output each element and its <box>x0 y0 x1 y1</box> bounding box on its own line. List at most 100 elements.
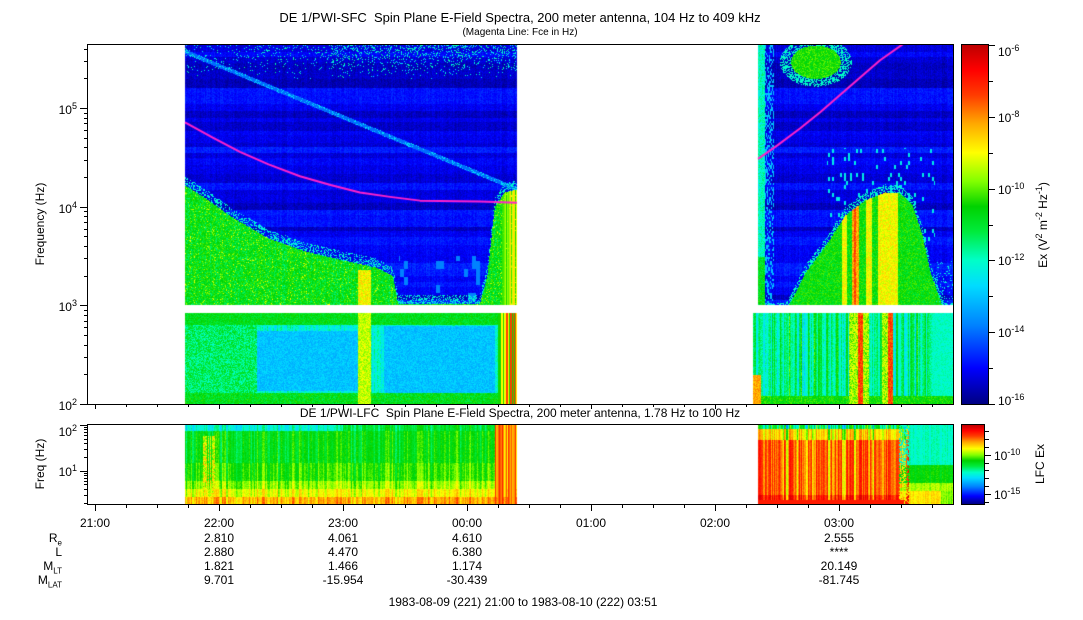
sfc-x-major-tick <box>95 404 96 409</box>
lfc-cb-major-tick <box>985 455 991 456</box>
tick-exponent: 1 <box>71 463 77 473</box>
sfc-x-major-tick <box>839 404 840 409</box>
lfc-y-minor-tick <box>84 443 88 444</box>
ephemeris-value: 6.380 <box>451 545 483 559</box>
lfc-x-minor-tick <box>777 504 778 508</box>
ephemeris-value: 2.810 <box>203 531 235 545</box>
lfc-x-major-tick <box>95 504 96 511</box>
lfc-y-minor-tick <box>84 475 88 476</box>
lfc-y-axis-label: Freq (Hz) <box>33 438 47 490</box>
sfc-y-major-tick <box>80 108 88 109</box>
lfc-y-tick-label: 102 <box>59 423 77 439</box>
ephemeris-row-label: MLT <box>43 559 62 575</box>
tick-exponent: -6 <box>1011 43 1020 53</box>
sfc-x-minor-tick <box>932 404 933 407</box>
lfc-x-minor-tick <box>436 504 437 508</box>
lfc-cb-minor-tick <box>985 502 989 503</box>
tick-base: 10 <box>58 465 72 479</box>
lfc-y-minor-tick <box>84 427 88 428</box>
lfc-title: DE 1/PWI-LFC Spin Plane E-Field Spectra,… <box>299 406 741 420</box>
lfc-x-minor-tick <box>498 504 499 508</box>
lfc-colorbar-label: LFC Ex <box>1033 443 1047 485</box>
lfc-x-minor-tick <box>374 504 375 508</box>
lfc-x-minor-tick <box>932 504 933 508</box>
tick-base: 10 <box>998 183 1012 197</box>
tick-exponent: -15 <box>1007 486 1021 496</box>
sfc-y-minor-tick <box>84 147 88 148</box>
lfc-y-minor-tick <box>84 435 88 436</box>
x-hour-label: 00:00 <box>451 516 483 530</box>
lfc-y-minor-tick <box>84 473 88 474</box>
lfc-x-minor-tick <box>808 504 809 508</box>
ephemeris-row-label: L <box>55 545 62 559</box>
x-hour-label: 02:00 <box>699 516 731 530</box>
tick-exponent: 4 <box>71 200 77 210</box>
sfc-y-minor-tick <box>84 61 88 62</box>
ephemeris-value: 4.061 <box>327 531 359 545</box>
lfc-x-minor-tick <box>870 504 871 508</box>
lfc-cb-minor-tick <box>985 463 989 464</box>
lfc-y-minor-tick <box>84 457 88 458</box>
lfc-cb-tick-label: 10-10 <box>994 447 1020 463</box>
ephemeris-value: 2.880 <box>203 545 235 559</box>
sfc-y-tick-label: 103 <box>59 298 77 314</box>
sfc-x-minor-tick <box>157 404 158 407</box>
tick-exponent: 5 <box>71 101 77 111</box>
sfc-y-minor-tick <box>84 49 88 50</box>
lfc-y-minor-tick <box>84 495 88 496</box>
ephemeris-value: 1.466 <box>327 559 359 573</box>
lfc-x-major-tick <box>715 504 716 511</box>
tick-base: 10 <box>58 103 72 117</box>
sfc-cb-minor-tick <box>989 81 993 82</box>
sfc-cb-major-tick <box>989 332 995 333</box>
x-hour-label: 03:00 <box>823 516 855 530</box>
sfc-y-minor-tick <box>84 357 88 358</box>
lfc-x-major-tick <box>839 504 840 511</box>
lfc-x-minor-tick <box>560 504 561 508</box>
lfc-y-minor-tick <box>84 429 88 430</box>
tick-base: 10 <box>58 425 72 439</box>
tick-base: 10 <box>998 45 1012 59</box>
sfc-y-minor-tick <box>84 118 88 119</box>
sfc-x-major-tick <box>467 404 468 409</box>
sfc-y-minor-tick <box>84 113 88 114</box>
sfc-y-major-tick <box>80 305 88 306</box>
lfc-y-minor-tick <box>84 503 88 504</box>
sfc-spectrogram-canvas <box>88 45 953 404</box>
sfc-cb-major-tick <box>989 45 995 46</box>
lfc-cb-major-tick <box>985 494 991 495</box>
sfc-x-minor-tick <box>405 404 406 407</box>
x-hour-label: 01:00 <box>575 516 607 530</box>
sfc-y-minor-tick <box>84 160 88 161</box>
ephemeris-row-label-base: R <box>48 531 58 545</box>
lfc-x-minor-tick <box>126 504 127 508</box>
sfc-x-minor-tick <box>529 404 530 407</box>
x-hour-label: 22:00 <box>203 516 235 530</box>
sfc-y-minor-tick <box>84 276 88 277</box>
sfc-x-minor-tick <box>126 404 127 407</box>
ephemeris-value: 4.470 <box>327 545 359 559</box>
lfc-y-minor-tick <box>84 432 88 433</box>
lfc-spectrogram-canvas <box>88 425 953 504</box>
tick-base: 10 <box>58 300 72 314</box>
lfc-colorbar <box>961 424 985 505</box>
tick-base: 10 <box>998 254 1012 268</box>
sfc-y-minor-tick <box>84 246 88 247</box>
ephemeris-row-label: MLAT <box>38 573 62 589</box>
sfc-y-minor-tick <box>84 310 88 311</box>
sfc-x-major-tick <box>591 404 592 409</box>
lfc-y-minor-tick <box>84 478 88 479</box>
lfc-y-minor-tick <box>84 484 88 485</box>
sfc-cb-minor-tick <box>989 368 993 369</box>
lfc-x-minor-tick <box>312 504 313 508</box>
ephemeris-row-label-sub: LAT <box>47 580 62 590</box>
colorbar-label-part: m <box>1036 220 1050 234</box>
sfc-x-minor-tick <box>436 404 437 407</box>
sfc-x-minor-tick <box>498 404 499 407</box>
tick-base: 10 <box>58 399 72 413</box>
tick-exponent: -12 <box>1011 252 1025 262</box>
ephemeris-value: 9.701 <box>203 573 235 587</box>
lfc-x-minor-tick <box>901 504 902 508</box>
ephemeris-value: -81.745 <box>818 573 860 587</box>
sfc-y-axis-label: Frequency (Hz) <box>33 182 47 266</box>
